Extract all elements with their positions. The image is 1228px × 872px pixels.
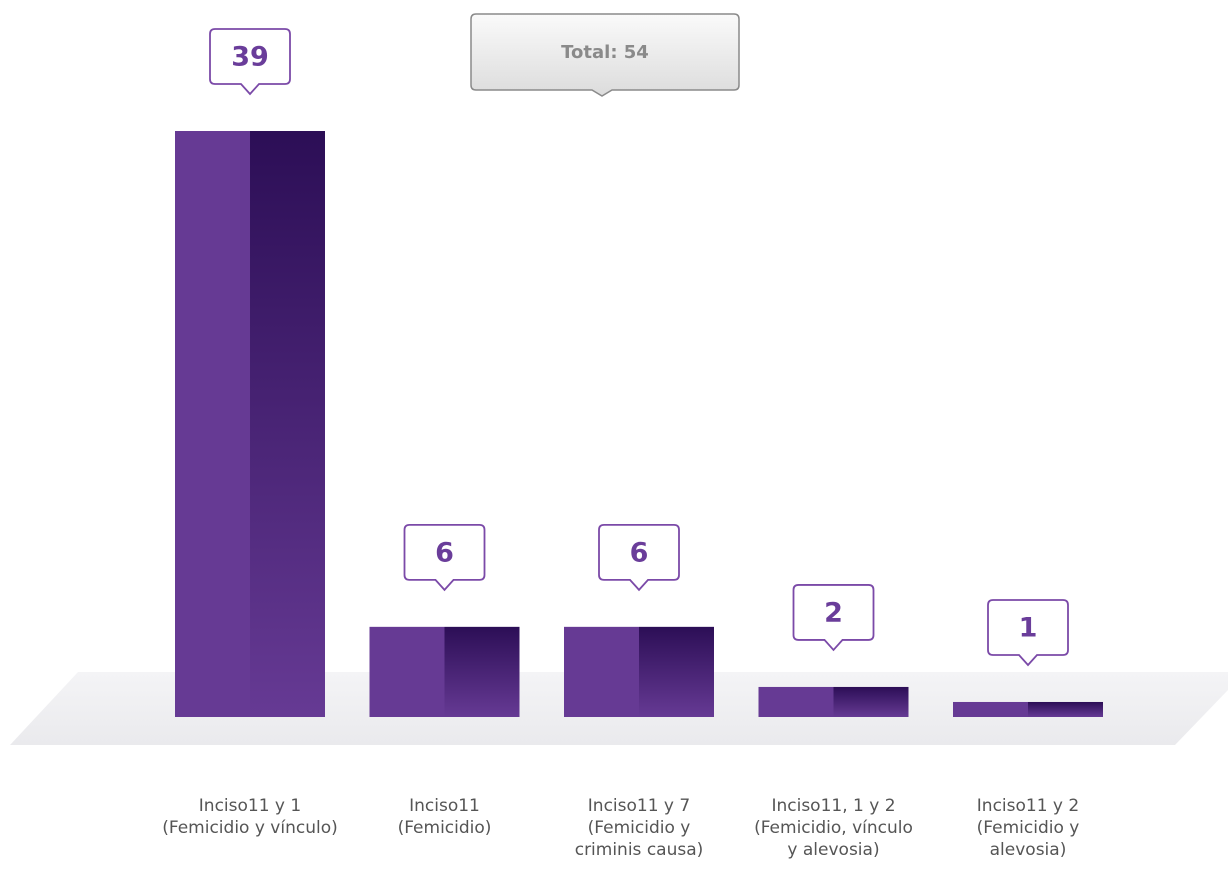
value-label: 1 xyxy=(1019,612,1038,643)
bar xyxy=(564,626,714,717)
value-callout: 6 xyxy=(403,523,486,592)
callout-box xyxy=(209,28,291,96)
callout-box xyxy=(792,584,875,652)
bar xyxy=(175,131,325,717)
value-callout: 1 xyxy=(987,599,1069,667)
value-callout: 2 xyxy=(792,584,875,652)
value-label: 2 xyxy=(824,597,843,628)
total-box: Total: 54 xyxy=(470,13,740,97)
x-tick-label: Inciso11 y 2 (Femicidio y alevosia) xyxy=(976,796,1080,860)
x-tick-label: Inciso11 y 7 (Femicidio y criminis causa… xyxy=(574,796,704,860)
bar-left xyxy=(564,626,639,717)
value-label: 6 xyxy=(630,537,649,568)
x-tick-label: Inciso11 (Femicidio) xyxy=(397,796,492,838)
bar xyxy=(953,701,1103,717)
bar-left xyxy=(369,626,445,717)
bar-left xyxy=(758,686,834,717)
value-callout: 6 xyxy=(598,523,680,592)
total-label: Total: 54 xyxy=(561,42,649,63)
value-label: 39 xyxy=(231,42,269,73)
bar xyxy=(369,626,520,717)
bar-right xyxy=(250,131,325,717)
value-label: 6 xyxy=(435,537,454,568)
x-tick-label: Inciso11 y 1 (Femicidio y vínculo) xyxy=(162,796,338,838)
callout-box xyxy=(598,523,680,592)
x-tick-label: Inciso11, 1 y 2 (Femicidio, vínculo y al… xyxy=(754,796,913,860)
callout-box xyxy=(987,599,1069,667)
bar-left xyxy=(175,131,250,717)
bar-right xyxy=(639,626,714,717)
bar-right xyxy=(1028,701,1103,717)
value-callout: 39 xyxy=(209,28,291,96)
bar xyxy=(758,686,909,717)
bar-right xyxy=(444,626,520,717)
callout-box xyxy=(403,523,486,592)
bar-right xyxy=(833,686,909,717)
bar-left xyxy=(953,701,1028,717)
